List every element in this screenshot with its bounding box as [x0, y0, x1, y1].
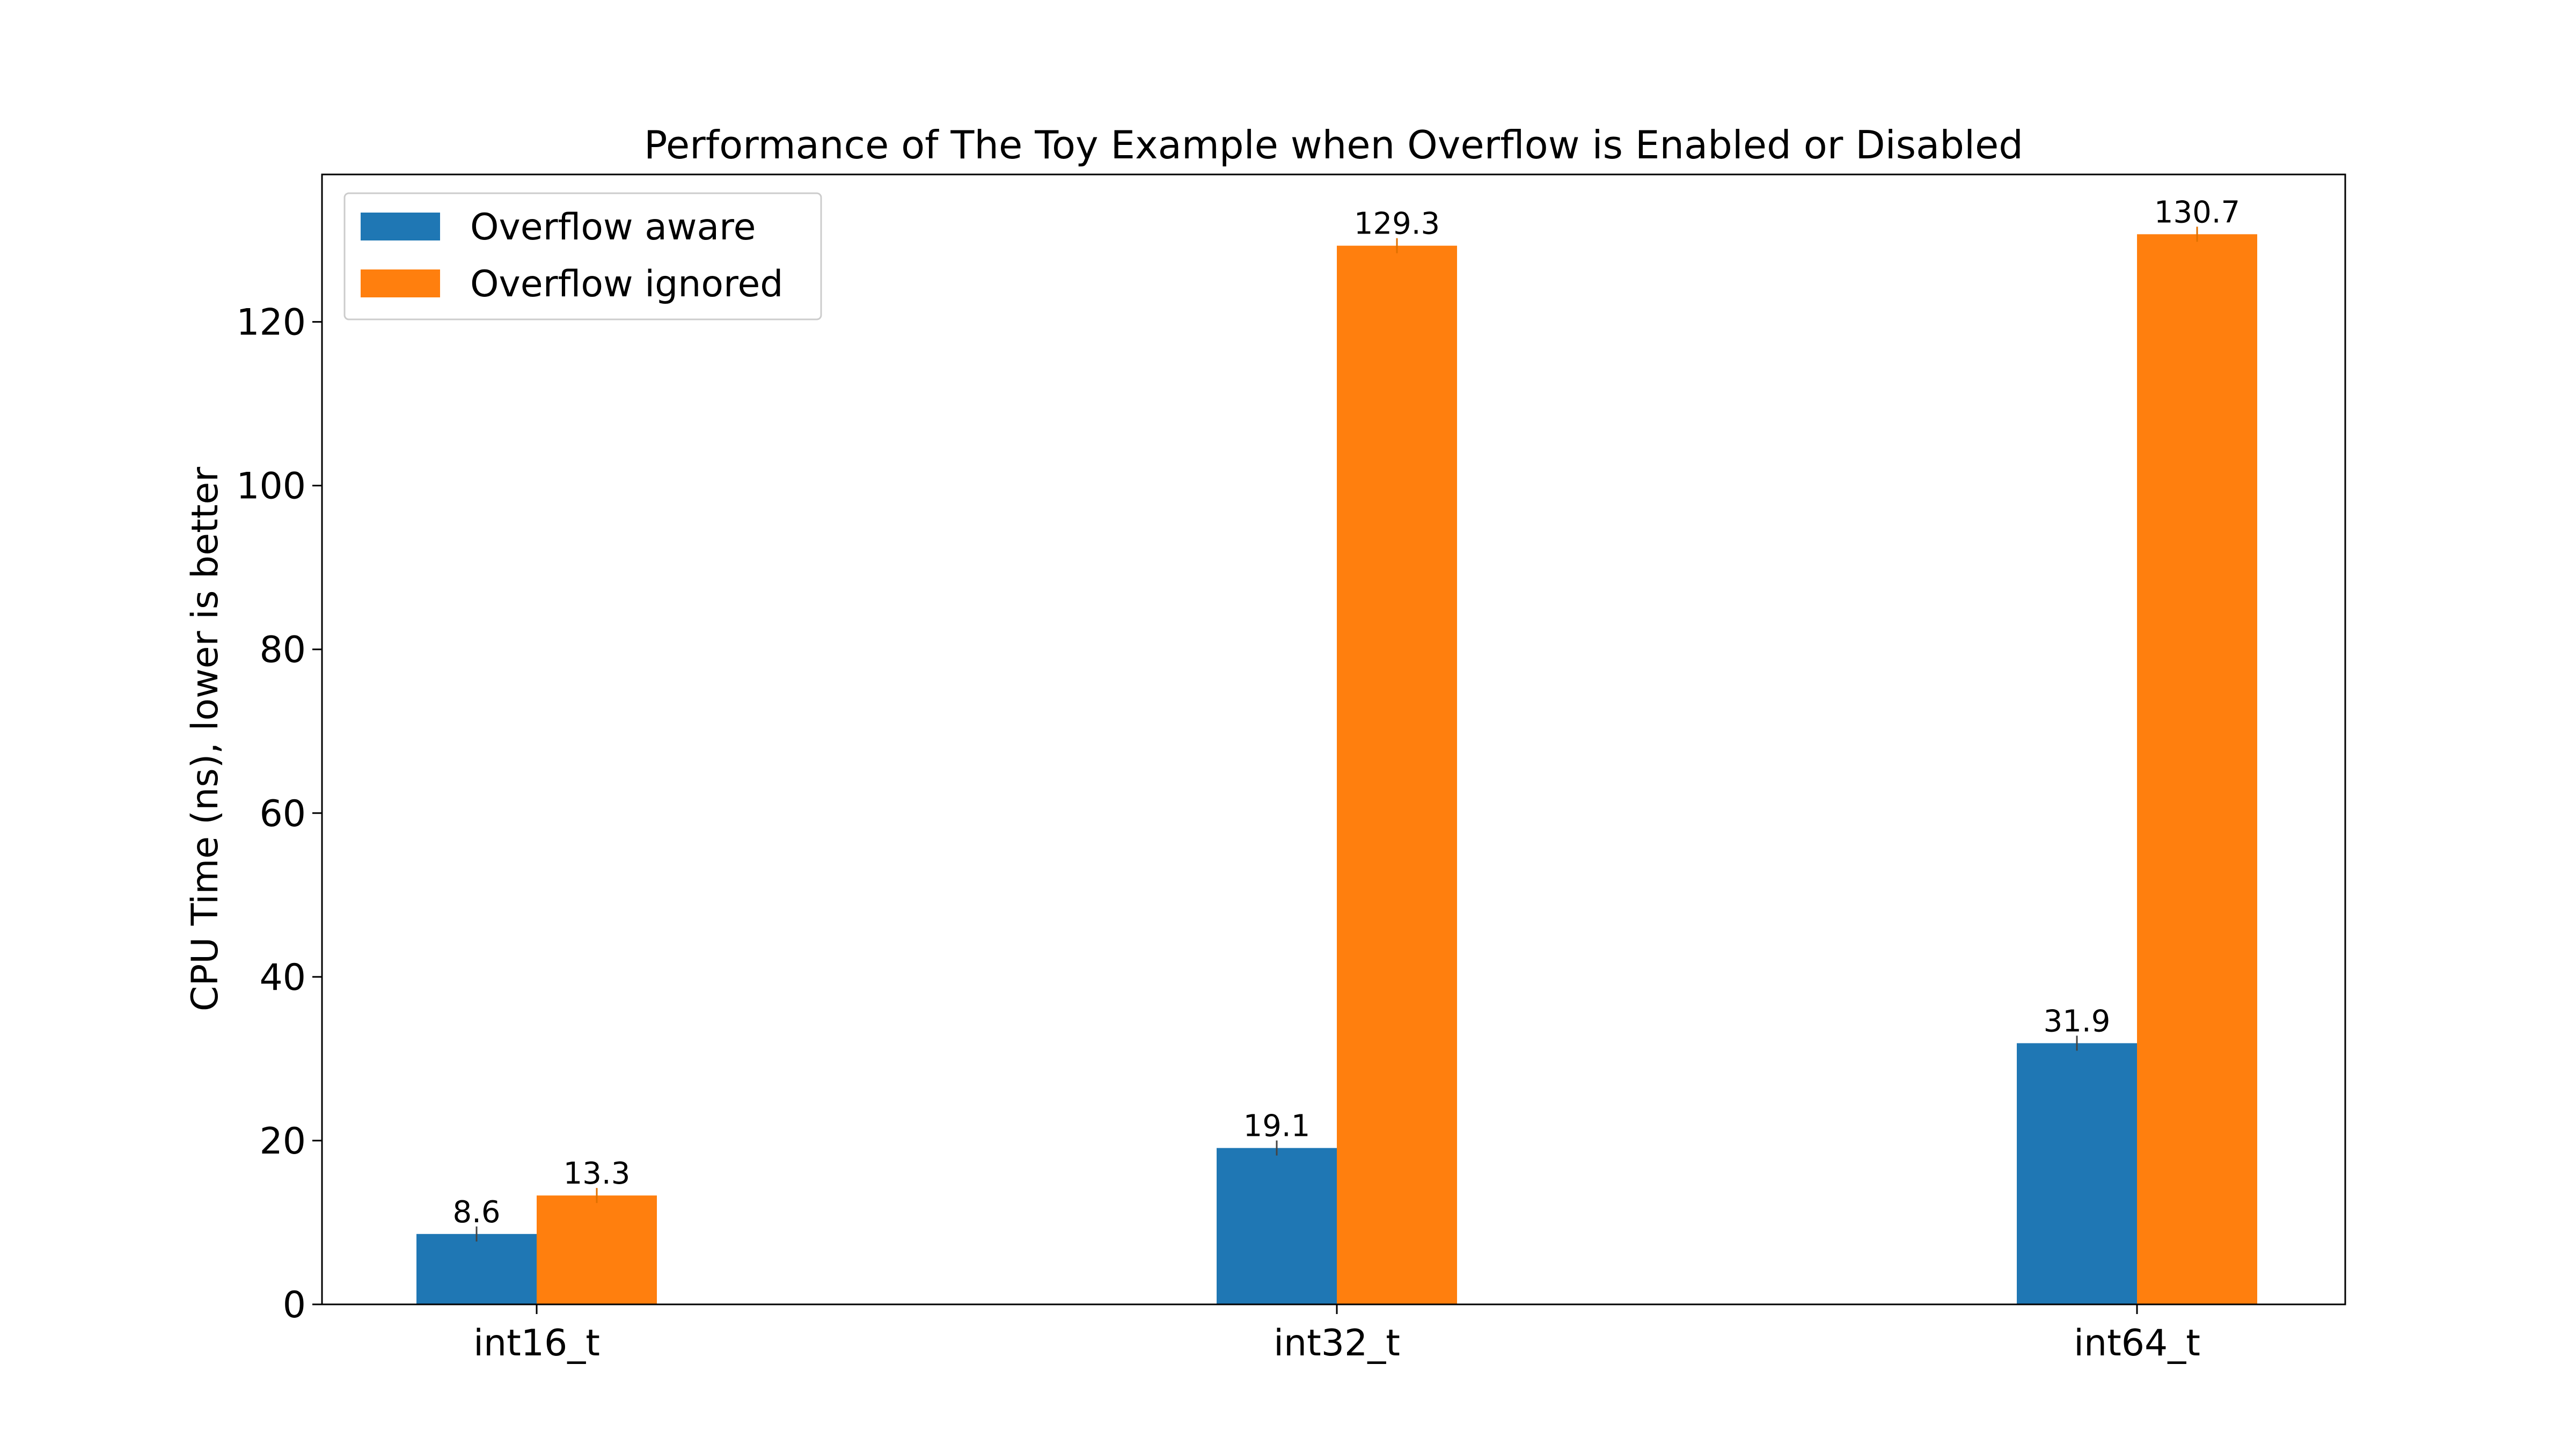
x-tick-label: int16_t — [473, 1322, 600, 1365]
x-axis: int16_t int32_t int64_t — [473, 1304, 2200, 1365]
chart-title: Performance of The Toy Example when Over… — [644, 122, 2023, 167]
data-label: 31.9 — [2044, 1004, 2111, 1039]
y-axis: 0 20 40 60 80 100 120 — [236, 302, 322, 1326]
y-tick-label: 40 — [259, 957, 306, 999]
y-tick-label: 0 — [283, 1284, 306, 1326]
legend-frame — [343, 192, 822, 320]
bar-overflow-ignored-int64_t — [2137, 234, 2257, 1304]
data-label: 13.3 — [564, 1156, 631, 1191]
bars-layer: 8.6 19.1 31.9 13.3 129.3 130.7 — [416, 195, 2257, 1304]
bar-overflow-aware-int16_t — [416, 1234, 537, 1304]
y-tick-label: 20 — [259, 1120, 306, 1163]
y-tick-label: 60 — [259, 793, 306, 835]
data-label: 19.1 — [1243, 1109, 1311, 1144]
y-axis-label: CPU Time (ns), lower is better — [184, 467, 226, 1011]
bar-overflow-ignored-int16_t — [537, 1195, 657, 1304]
y-tick-label: 80 — [259, 629, 306, 672]
data-label: 130.7 — [2154, 195, 2240, 230]
x-tick-label: int32_t — [1274, 1322, 1400, 1365]
bar-overflow-aware-int32_t — [1217, 1148, 1337, 1304]
bar-overflow-ignored-int32_t — [1337, 245, 1457, 1304]
legend-entry-overflow-ignored: Overflow ignored — [470, 263, 783, 305]
bar-overflow-aware-int64_t — [2017, 1043, 2137, 1304]
data-label: 8.6 — [452, 1195, 500, 1230]
legend-entry-overflow-aware: Overflow aware — [470, 206, 756, 249]
legend-swatch-overflow-ignored — [361, 269, 440, 297]
y-tick-label: 120 — [236, 302, 306, 344]
plot-frame — [321, 173, 2346, 1305]
data-label: 129.3 — [1354, 207, 1440, 242]
x-tick-label: int64_t — [2074, 1322, 2200, 1365]
y-tick-label: 100 — [236, 465, 306, 508]
legend: Overflow aware Overflow ignored — [343, 192, 822, 320]
legend-swatch-overflow-aware — [361, 213, 440, 240]
